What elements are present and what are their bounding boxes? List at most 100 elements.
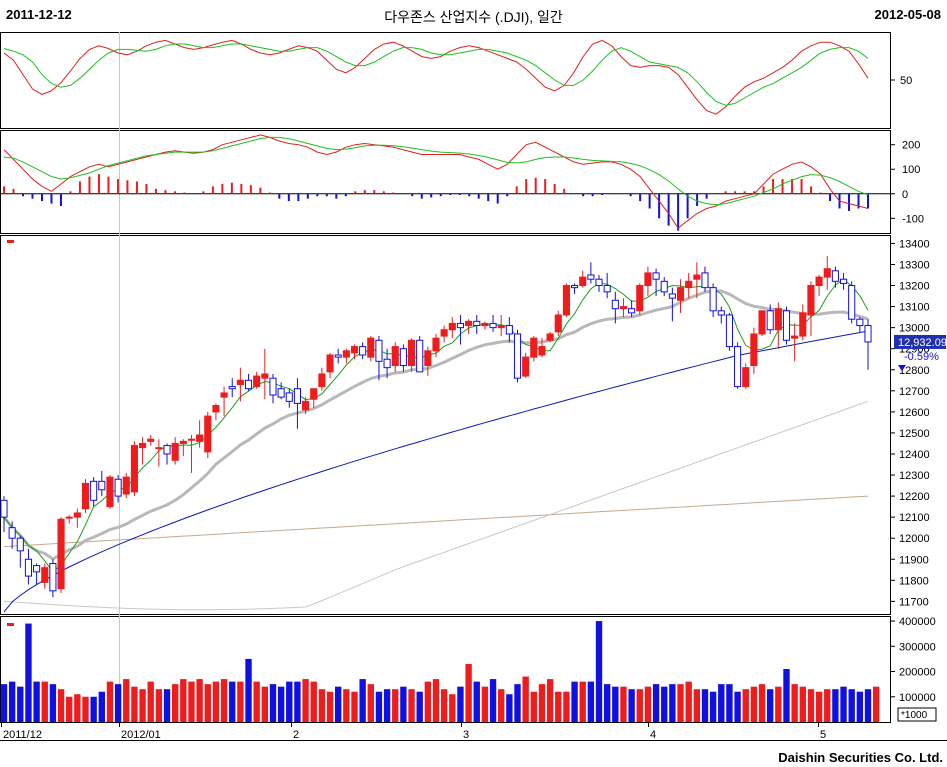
candle-body bbox=[293, 388, 301, 404]
ma20-line bbox=[2, 289, 869, 561]
macd-tick-label: 200 bbox=[902, 140, 920, 152]
volume-bar bbox=[538, 684, 546, 722]
candle-body bbox=[302, 400, 310, 411]
macd-tick-label: 0 bbox=[902, 189, 908, 201]
volume-bar bbox=[783, 669, 790, 722]
price-tick-label: 12200 bbox=[899, 491, 930, 503]
ma60-line bbox=[3, 330, 869, 613]
price-tick-label: 12300 bbox=[899, 470, 930, 482]
volume-bar bbox=[229, 681, 236, 722]
candle-body bbox=[676, 287, 685, 301]
volume-bar bbox=[74, 694, 81, 722]
volume-bar bbox=[595, 621, 603, 722]
candle-body bbox=[65, 516, 73, 519]
x-tick-label: 5 bbox=[820, 729, 826, 741]
candle-body bbox=[155, 447, 163, 450]
candle-body bbox=[831, 270, 839, 282]
volume-bar bbox=[840, 686, 847, 722]
volume-bar bbox=[294, 681, 301, 722]
candle-body bbox=[489, 322, 497, 329]
candle-body bbox=[603, 285, 611, 293]
volume-bar bbox=[163, 689, 171, 722]
volume-bar bbox=[196, 679, 203, 722]
volume-bar bbox=[742, 689, 749, 722]
volume-bar bbox=[114, 684, 122, 722]
candle-body bbox=[823, 268, 831, 278]
stoch-k-line bbox=[3, 39, 869, 115]
volume-bar bbox=[123, 679, 130, 722]
volume-bar bbox=[791, 684, 798, 722]
candle-body bbox=[49, 562, 57, 592]
x-tick-label: 3 bbox=[463, 729, 469, 741]
volume-bar bbox=[563, 691, 570, 722]
volume-bar bbox=[718, 684, 725, 722]
volume-bar bbox=[824, 689, 831, 722]
volume-bar bbox=[269, 684, 277, 722]
candle-body bbox=[179, 440, 187, 444]
candle-body bbox=[742, 367, 750, 388]
candle-body bbox=[163, 445, 171, 455]
volume-bar bbox=[343, 689, 350, 722]
price-tick-label: 11900 bbox=[899, 554, 929, 566]
volume-bar bbox=[522, 676, 529, 722]
candle-body bbox=[791, 335, 799, 339]
volume-unit-box bbox=[897, 707, 937, 722]
volume-bar bbox=[204, 684, 211, 722]
volume-bar bbox=[750, 686, 758, 722]
candle-body bbox=[73, 512, 81, 518]
volume-bar bbox=[856, 691, 864, 722]
volume-bar bbox=[652, 684, 660, 722]
candle-body bbox=[611, 299, 619, 310]
volume-bar bbox=[677, 684, 684, 722]
candle-body bbox=[530, 337, 538, 358]
volume-bar bbox=[571, 681, 578, 722]
volume-bar bbox=[41, 681, 48, 722]
candle-body bbox=[318, 373, 326, 388]
volume-bar bbox=[25, 623, 32, 722]
price-tick-label: 12100 bbox=[899, 512, 930, 524]
candle-body bbox=[717, 310, 725, 316]
candle-body bbox=[848, 285, 856, 320]
macd-tick-label: -100 bbox=[902, 213, 924, 225]
last-price-box bbox=[894, 334, 946, 349]
candle-body bbox=[391, 346, 399, 367]
volume-bar bbox=[612, 686, 619, 722]
volume-bar bbox=[171, 684, 179, 722]
candle-body bbox=[587, 274, 595, 280]
volume-bar bbox=[392, 689, 399, 722]
candle-body bbox=[261, 373, 269, 379]
volume-bar bbox=[848, 689, 855, 722]
x-tick-label: 2012/01 bbox=[121, 729, 161, 741]
volume-bar bbox=[481, 686, 489, 722]
candle-body bbox=[864, 325, 872, 343]
candle-body bbox=[497, 325, 505, 329]
candle-body bbox=[416, 339, 424, 373]
volume-tick-label: 200000 bbox=[899, 667, 936, 679]
macd-line bbox=[3, 134, 869, 229]
volume-bar bbox=[807, 689, 815, 722]
volume-bar bbox=[832, 689, 839, 722]
volume-bar bbox=[335, 686, 342, 722]
candle-body bbox=[350, 346, 359, 354]
volume-bar bbox=[693, 689, 701, 722]
candle-body bbox=[448, 322, 456, 331]
candle-body bbox=[16, 537, 24, 552]
chart-header: 2011-12-12 다우존스 산업지수 (.DJI), 일간 2012-05-… bbox=[0, 0, 947, 30]
volume-bar bbox=[864, 689, 872, 722]
vol-panel-frame bbox=[0, 616, 891, 723]
volume-bar bbox=[131, 686, 138, 722]
price-tick-label: 13000 bbox=[899, 323, 930, 335]
price-legend-marker bbox=[7, 240, 14, 243]
volume-bar bbox=[872, 686, 880, 722]
volume-bar bbox=[701, 689, 709, 722]
candle-body bbox=[375, 339, 383, 362]
volume-bar bbox=[620, 686, 627, 722]
volume-bar bbox=[180, 679, 187, 722]
volume-unit-label: *1000 bbox=[901, 710, 928, 721]
candle-body bbox=[660, 280, 668, 293]
price-tick-label: 13300 bbox=[899, 259, 930, 271]
candle-body bbox=[114, 478, 122, 497]
volume-bar bbox=[66, 696, 73, 722]
candle-body bbox=[310, 388, 318, 400]
volume-bar bbox=[628, 689, 635, 722]
